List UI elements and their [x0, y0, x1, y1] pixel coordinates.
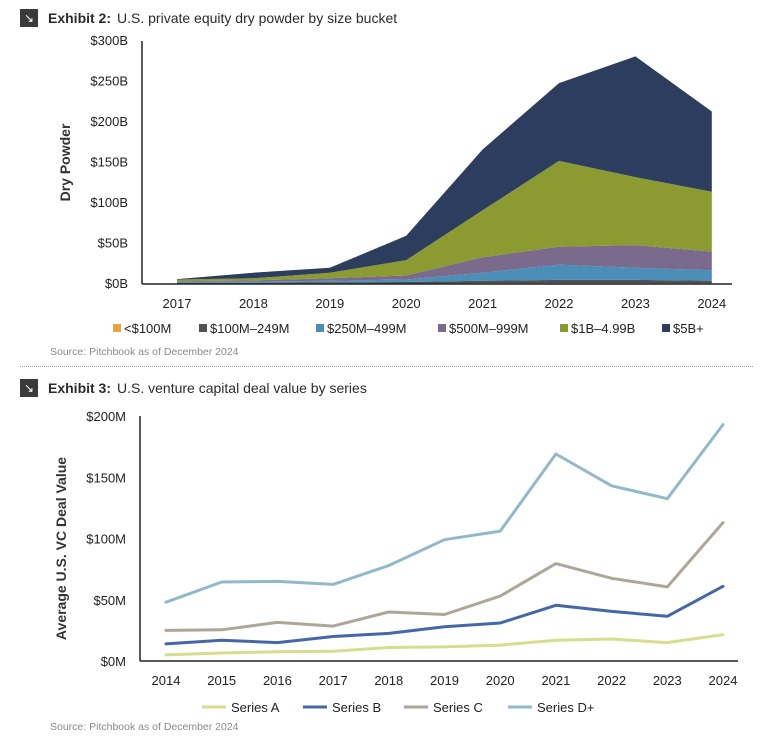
legend-label-series-c: Series C: [433, 700, 483, 715]
x-tick-label: 2014: [152, 673, 181, 688]
legend-label-5b: $5B+: [673, 321, 704, 336]
y-tick-label: $100B: [90, 195, 128, 210]
x-tick-label: 2017: [319, 673, 348, 688]
area-500m-999m: [177, 245, 712, 282]
line-series-d: [164, 423, 725, 604]
legend-label-series-b: Series B: [332, 700, 381, 715]
y-tick-label: $300B: [90, 33, 128, 48]
x-tick-label: 2024: [697, 296, 726, 311]
legend-swatch-500m-999m: [438, 324, 446, 332]
legend-label-100m-249m: $100M–249M: [210, 321, 290, 336]
exhibit-2-header: ↘ Exhibit 2: U.S. private equity dry pow…: [20, 8, 397, 28]
legend-label-series-a: Series A: [231, 700, 280, 715]
x-tick-label: 2019: [430, 673, 459, 688]
y-tick-label: $100M: [86, 532, 126, 547]
x-tick-label: 2018: [374, 673, 403, 688]
line-series-a: [164, 633, 725, 657]
x-tick-label: 2022: [545, 296, 574, 311]
exhibit-2-source: Source: Pitchbook as of December 2024: [50, 346, 239, 358]
exhibit-3-title: U.S. venture capital deal value by serie…: [117, 380, 367, 396]
y-tick-label: $250B: [90, 74, 128, 89]
exhibit-3-header: ↘ Exhibit 3: U.S. venture capital deal v…: [20, 378, 367, 398]
y-tick-label: $150M: [86, 470, 126, 485]
x-tick-label: 2020: [392, 296, 421, 311]
legend-swatch-250m-499m: [316, 324, 324, 332]
line-series-b: [164, 584, 725, 646]
legend-swatch-100m: [113, 324, 121, 332]
area-250m-499m: [177, 264, 712, 283]
exhibit-3-source: Source: Pitchbook as of December 2024: [50, 721, 239, 733]
y-tick-label: $200B: [90, 114, 128, 129]
line-series-c: [164, 521, 725, 632]
area-1b-4-99b: [177, 160, 712, 282]
legend-label-250m-499m: $250M–499M: [327, 321, 407, 336]
legend-swatch-5b: [662, 324, 670, 332]
y-tick-label: $50M: [93, 593, 126, 608]
y-tick-label: $150B: [90, 155, 128, 170]
x-tick-label: 2023: [621, 296, 650, 311]
area-5b: [177, 56, 712, 280]
exhibit-3-label: Exhibit 3:: [48, 380, 112, 396]
x-tick-label: 2018: [239, 296, 268, 311]
x-tick-label: 2020: [486, 673, 515, 688]
exhibit-2-label: Exhibit 2:: [48, 10, 112, 26]
arrow-down-right-icon: ↘: [20, 9, 38, 27]
y-tick-label: $0M: [101, 654, 126, 669]
legend-swatch-1b-4-99b: [560, 324, 568, 332]
x-tick-label: 2017: [163, 296, 192, 311]
legend-label-1b-4-99b: $1B–4.99B: [571, 321, 635, 336]
x-tick-label: 2016: [263, 673, 292, 688]
legend-label-500m-999m: $500M–999M: [449, 321, 529, 336]
x-tick-label: 2023: [653, 673, 682, 688]
dry-powder-chart: $0B $50B $100B $150B $200B $250B $300B 2017 2018…: [57, 33, 732, 336]
y-axis-label: Average U.S. VC Deal Value: [53, 457, 69, 640]
x-tick-label: 2015: [207, 673, 236, 688]
section-divider: [20, 366, 753, 367]
arrow-down-right-icon: ↘: [20, 379, 38, 397]
x-tick-label: 2019: [315, 296, 344, 311]
x-tick-label: 2024: [709, 673, 738, 688]
x-tick-label: 2021: [468, 296, 497, 311]
x-tick-label: 2021: [541, 673, 570, 688]
y-axis-label: Dry Powder: [57, 123, 73, 201]
y-tick-label: $0B: [105, 276, 128, 291]
legend-label-100m: <$100M: [124, 321, 171, 336]
legend-swatch-100m-249m: [199, 324, 207, 332]
exhibit-2-title: U.S. private equity dry powder by size b…: [117, 10, 398, 26]
legend-label-series-d: Series D+: [537, 700, 594, 715]
x-tick-label: 2022: [597, 673, 626, 688]
y-tick-label: $50B: [98, 236, 128, 251]
area-100m-249m: [177, 279, 712, 284]
y-tick-label: $200M: [86, 409, 126, 424]
